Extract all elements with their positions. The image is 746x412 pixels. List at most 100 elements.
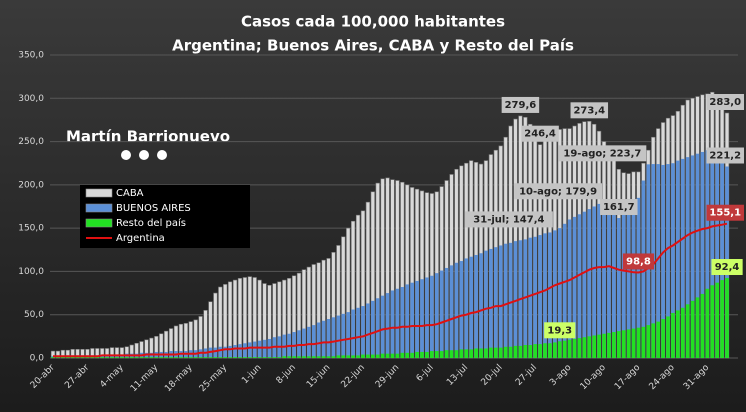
bar bbox=[513, 345, 518, 358]
bar bbox=[262, 339, 267, 358]
bar bbox=[685, 157, 690, 358]
bar bbox=[356, 307, 360, 358]
bar bbox=[331, 356, 336, 358]
data-label: 19,3 bbox=[547, 325, 572, 336]
bar bbox=[390, 290, 395, 358]
bar bbox=[223, 346, 227, 358]
bar bbox=[484, 250, 488, 358]
bar bbox=[213, 357, 218, 358]
bar bbox=[621, 330, 626, 358]
bar bbox=[149, 357, 154, 358]
bar bbox=[695, 297, 700, 358]
bar bbox=[538, 235, 542, 358]
data-label-box bbox=[464, 211, 553, 228]
bar bbox=[680, 158, 685, 358]
bar bbox=[449, 265, 454, 358]
bar bbox=[720, 280, 724, 358]
bar bbox=[676, 160, 680, 358]
bar bbox=[459, 349, 464, 358]
data-label: 98,8 bbox=[626, 256, 651, 267]
bar bbox=[557, 341, 562, 358]
bar bbox=[562, 340, 567, 358]
bar bbox=[311, 356, 316, 358]
bar bbox=[257, 357, 262, 358]
bar bbox=[361, 354, 365, 358]
y-tick-label: 300,0 bbox=[18, 94, 44, 104]
bar bbox=[292, 356, 296, 358]
bar bbox=[548, 343, 552, 358]
bar bbox=[311, 325, 316, 358]
bar bbox=[464, 258, 469, 358]
bar bbox=[129, 357, 134, 358]
bar bbox=[410, 282, 414, 358]
data-label-box bbox=[622, 253, 655, 270]
bar bbox=[449, 350, 454, 358]
data-label: 246,4 bbox=[524, 129, 556, 140]
bar bbox=[120, 357, 124, 358]
bar bbox=[725, 278, 729, 358]
bar bbox=[705, 150, 710, 358]
data-label: 92,4 bbox=[715, 262, 740, 273]
bar bbox=[95, 357, 100, 358]
bar bbox=[356, 355, 360, 358]
bar bbox=[528, 345, 533, 358]
data-label-box bbox=[544, 322, 576, 339]
y-tick-label: 200,0 bbox=[18, 180, 44, 190]
bar bbox=[631, 328, 636, 358]
bar bbox=[233, 345, 237, 358]
bar bbox=[307, 326, 311, 358]
bar bbox=[100, 357, 104, 358]
bar bbox=[341, 355, 346, 358]
bar bbox=[434, 273, 439, 358]
bar bbox=[617, 331, 621, 358]
bar bbox=[498, 347, 503, 358]
y-tick-label: 100,0 bbox=[18, 267, 44, 277]
bar bbox=[508, 242, 513, 358]
bar bbox=[680, 307, 685, 358]
bar bbox=[513, 241, 518, 358]
data-label: 283,0 bbox=[709, 97, 741, 108]
data-label: 155,1 bbox=[709, 208, 741, 219]
bar bbox=[577, 338, 582, 358]
bar bbox=[508, 346, 513, 358]
bar bbox=[134, 357, 139, 358]
brand: Martín Barrionuevo bbox=[66, 128, 230, 160]
bar bbox=[666, 164, 670, 358]
data-label: 221,2 bbox=[709, 151, 741, 162]
bar bbox=[685, 304, 690, 358]
bar bbox=[612, 212, 616, 358]
bar bbox=[459, 261, 464, 358]
bar bbox=[474, 254, 478, 358]
bar bbox=[75, 357, 80, 358]
bar bbox=[316, 322, 321, 358]
bar bbox=[425, 277, 429, 358]
bar bbox=[213, 347, 218, 358]
bar bbox=[523, 345, 528, 358]
bar bbox=[228, 357, 232, 358]
data-label-box bbox=[706, 204, 744, 221]
bar bbox=[582, 211, 587, 358]
bar bbox=[700, 293, 705, 358]
bar bbox=[198, 357, 203, 358]
icon bbox=[139, 150, 149, 160]
bar bbox=[597, 203, 601, 358]
bar bbox=[607, 332, 611, 358]
bar bbox=[218, 346, 223, 358]
bar bbox=[184, 357, 188, 358]
bar bbox=[61, 357, 65, 358]
bar bbox=[469, 256, 473, 358]
y-tick-label: 150,0 bbox=[18, 224, 44, 234]
bar bbox=[395, 288, 400, 358]
bar bbox=[479, 348, 483, 358]
bar bbox=[193, 357, 198, 358]
bar bbox=[164, 357, 168, 358]
bar bbox=[405, 284, 410, 358]
bar bbox=[252, 341, 257, 358]
chart-title: Casos cada 100,000 habitantes bbox=[241, 13, 505, 31]
bar bbox=[272, 357, 277, 358]
bar bbox=[139, 357, 144, 358]
bar bbox=[395, 353, 400, 358]
data-label-box bbox=[521, 125, 559, 142]
legend-label: Resto del país bbox=[116, 217, 186, 229]
bar bbox=[277, 357, 282, 358]
